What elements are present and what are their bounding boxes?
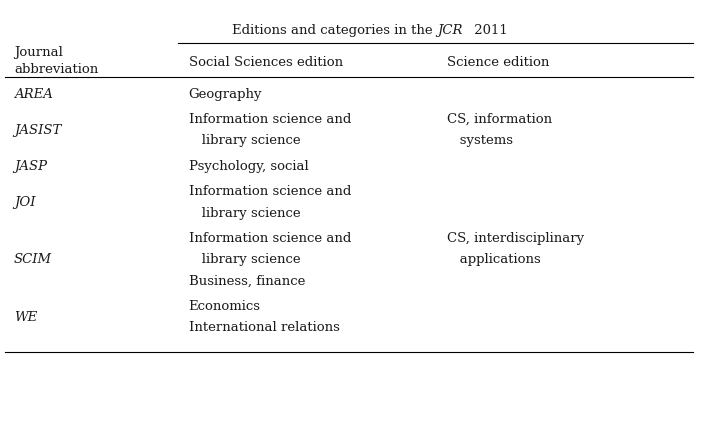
Text: Science edition: Science edition	[447, 56, 549, 69]
Text: Information science and: Information science and	[189, 232, 351, 245]
Text: International relations: International relations	[189, 321, 339, 334]
Text: CS, information: CS, information	[447, 113, 552, 126]
Text: Business, finance: Business, finance	[189, 275, 305, 288]
Text: Information science and: Information science and	[189, 186, 351, 198]
Text: 2011: 2011	[470, 24, 508, 36]
Text: JASIST: JASIST	[14, 124, 61, 137]
Text: JOI: JOI	[14, 196, 36, 209]
Text: applications: applications	[447, 254, 540, 266]
Text: Economics: Economics	[189, 300, 261, 313]
Text: Psychology, social: Psychology, social	[189, 160, 308, 173]
Text: Journal: Journal	[14, 46, 63, 59]
Text: WE: WE	[14, 311, 37, 324]
Text: abbreviation: abbreviation	[14, 63, 98, 76]
Text: Information science and: Information science and	[189, 113, 351, 126]
Text: systems: systems	[447, 135, 513, 147]
Text: AREA: AREA	[14, 87, 53, 100]
Text: library science: library science	[189, 206, 300, 220]
Text: library science: library science	[189, 135, 300, 147]
Text: SCIM: SCIM	[14, 254, 52, 266]
Text: JASP: JASP	[14, 160, 47, 173]
Text: library science: library science	[189, 254, 300, 266]
Text: CS, interdisciplinary: CS, interdisciplinary	[447, 232, 584, 245]
Text: Geography: Geography	[189, 87, 262, 100]
Text: JCR: JCR	[437, 24, 463, 36]
Text: Social Sciences edition: Social Sciences edition	[189, 56, 343, 69]
Text: Editions and categories in the: Editions and categories in the	[232, 24, 437, 36]
